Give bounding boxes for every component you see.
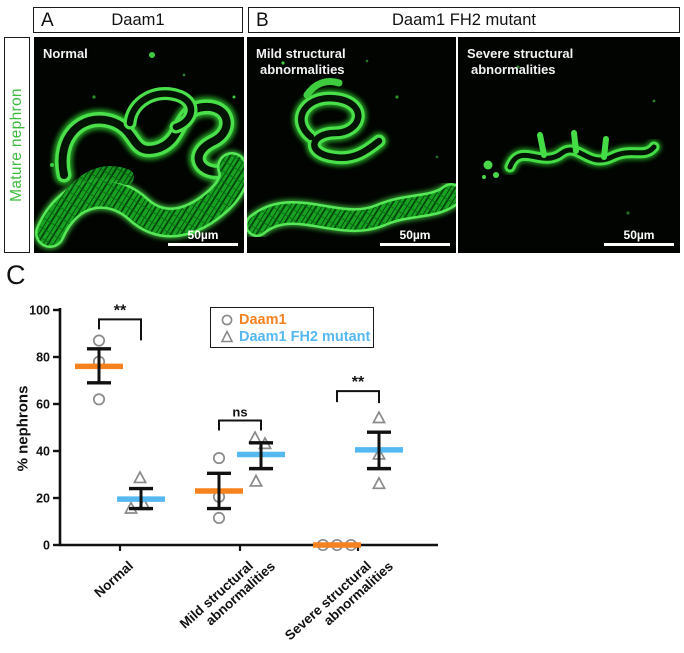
- legend-row-daam1: Daam1: [219, 311, 373, 328]
- micrograph-mild: Mild structural abnormalities 50µm: [247, 37, 456, 253]
- data-point-triangle: [371, 476, 387, 490]
- significance-bracket: [218, 419, 262, 431]
- y-tick-label: 0: [43, 539, 50, 553]
- scalebar-b2: 50µm: [604, 227, 674, 246]
- significance-label: **: [114, 302, 127, 319]
- legend-label-daam1: Daam1: [239, 311, 287, 328]
- micrograph-normal-art: [34, 37, 244, 253]
- significance-label: ns: [232, 404, 247, 419]
- x-category-label: Normal: [91, 558, 136, 600]
- panel-b-title: Daam1 FH2 mutant: [392, 10, 536, 29]
- legend-label-fh2-mutant: Daam1 FH2 mutant: [239, 328, 371, 345]
- micrograph-mild-label: Mild structural abnormalities: [256, 46, 346, 78]
- chart-canvas: 0 20 40 60 80 100 Normal Mild structuralabnorma…: [29, 302, 438, 653]
- data-point-triangle: [132, 470, 148, 484]
- panel-b-header: B Daam1 FH2 mutant: [248, 7, 680, 33]
- triangle-marker-icon: [220, 329, 234, 342]
- significance-label: **: [352, 374, 365, 391]
- panel-a-letter: A: [41, 9, 54, 31]
- micrograph-normal: Normal 50µm: [34, 37, 244, 253]
- significance-bracket: [98, 318, 142, 341]
- micrograph-severe-art: [458, 37, 680, 253]
- micrograph-normal-label: Normal: [43, 46, 88, 61]
- y-axis-label: % nephrons: [14, 385, 32, 472]
- scalebar-a-label: 50µm: [187, 227, 219, 242]
- scalebar-a: 50µm: [168, 227, 238, 246]
- scalebar-a-bar: [168, 242, 238, 246]
- panel-a-title: Daam1: [111, 10, 165, 29]
- panel-c-letter: C: [6, 260, 26, 290]
- micrograph-severe: Severe structural abnormalities 50µm: [458, 37, 680, 253]
- data-point-triangle: [248, 473, 264, 487]
- circle-marker-icon: [221, 314, 233, 325]
- data-point-circle: [92, 393, 106, 406]
- data-point-triangle: [371, 410, 387, 424]
- y-tick-label: 100: [29, 304, 50, 318]
- y-tick-label: 80: [36, 351, 50, 365]
- scalebar-b2-bar: [604, 242, 674, 246]
- chart-area: % nephrons 0 20 40 60 80 100 Normal Mild struct…: [0, 260, 684, 653]
- y-tick-label: 60: [36, 398, 50, 412]
- scalebar-b1: 50µm: [380, 227, 450, 246]
- row-label-mature-nephron: Mature nephron: [8, 88, 25, 202]
- significance-bracket: [336, 390, 380, 404]
- legend-row-fh2-mutant: Daam1 FH2 mutant: [219, 328, 373, 345]
- data-point-circle: [212, 452, 226, 465]
- y-tick-label: 40: [36, 445, 50, 459]
- micrograph-severe-label: Severe structural abnormalities: [467, 46, 574, 78]
- scalebar-b1-label: 50µm: [399, 227, 431, 242]
- micrograph-mild-art: [247, 37, 456, 253]
- data-point-circle: [212, 511, 226, 525]
- scalebar-b1-bar: [380, 242, 450, 246]
- scalebar-b2-label: 50µm: [623, 227, 655, 242]
- x-category-label: Mild structuralabnormalities: [177, 547, 278, 642]
- panel-a-header: A Daam1: [33, 7, 243, 33]
- chart-legend: Daam1 Daam1 FH2 mutant: [210, 307, 374, 348]
- panel-b-letter: B: [256, 9, 269, 31]
- data-point-circle: [92, 334, 106, 347]
- row-label-box: Mature nephron: [4, 37, 30, 253]
- data-point-triangle: [247, 430, 263, 444]
- y-tick-label: 20: [36, 492, 50, 506]
- x-category-label: Severe structuralabnormalities: [282, 547, 396, 653]
